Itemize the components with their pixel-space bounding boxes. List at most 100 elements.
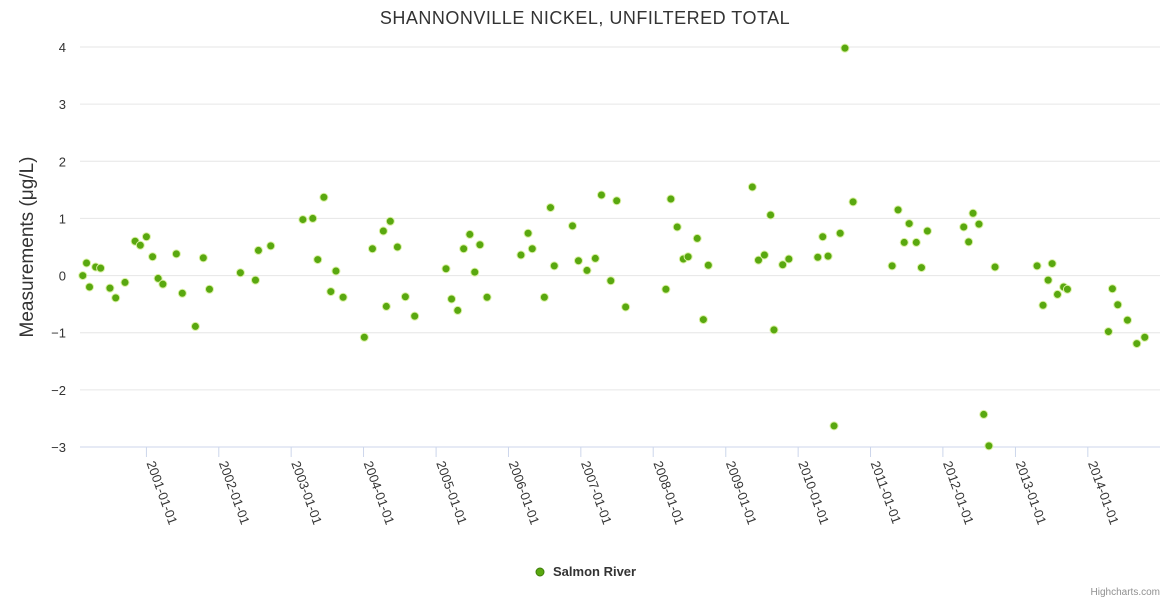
data-point[interactable] (410, 311, 420, 321)
data-point[interactable] (153, 273, 163, 283)
data-point[interactable] (177, 288, 187, 298)
data-point[interactable] (582, 265, 592, 275)
data-point[interactable] (459, 244, 469, 254)
data-point[interactable] (984, 441, 994, 451)
data-point[interactable] (1043, 275, 1053, 285)
data-point[interactable] (606, 276, 616, 286)
data-point[interactable] (204, 284, 214, 294)
data-point[interactable] (590, 253, 600, 263)
data-point[interactable] (573, 256, 583, 266)
data-point[interactable] (747, 182, 757, 192)
data-point[interactable] (470, 267, 480, 277)
data-point[interactable] (549, 261, 559, 271)
data-point[interactable] (848, 197, 858, 207)
data-point[interactable] (190, 321, 200, 331)
legend-item-salmon-river[interactable]: Salmon River (553, 564, 636, 579)
data-point[interactable] (135, 240, 145, 250)
data-point[interactable] (378, 226, 388, 236)
data-point[interactable] (1052, 289, 1062, 299)
data-point[interactable] (778, 260, 788, 270)
data-point[interactable] (753, 255, 763, 265)
data-point[interactable] (916, 263, 926, 273)
data-point[interactable] (990, 262, 1000, 272)
data-point[interactable] (818, 232, 828, 242)
data-point[interactable] (120, 277, 130, 287)
data-point[interactable] (148, 252, 158, 262)
data-point[interactable] (893, 205, 903, 215)
data-point[interactable] (482, 292, 492, 302)
data-point[interactable] (621, 302, 631, 312)
data-point[interactable] (766, 210, 776, 220)
data-point[interactable] (840, 43, 850, 53)
data-point[interactable] (85, 282, 95, 292)
data-point[interactable] (298, 215, 308, 225)
data-point[interactable] (964, 237, 974, 247)
data-point[interactable] (692, 233, 702, 243)
data-point[interactable] (661, 284, 671, 294)
data-point[interactable] (612, 196, 622, 206)
data-point[interactable] (769, 325, 779, 335)
data-point[interactable] (539, 292, 549, 302)
legend[interactable]: Salmon River (535, 564, 636, 579)
data-point[interactable] (1132, 339, 1142, 349)
data-point[interactable] (338, 292, 348, 302)
data-point[interactable] (359, 332, 369, 342)
data-point[interactable] (1122, 315, 1132, 325)
data-point[interactable] (968, 208, 978, 218)
data-point[interactable] (381, 301, 391, 311)
data-point[interactable] (899, 237, 909, 247)
data-point[interactable] (829, 421, 839, 431)
data-point[interactable] (385, 216, 395, 226)
data-point[interactable] (835, 228, 845, 238)
data-point[interactable] (78, 271, 88, 281)
data-point[interactable] (326, 287, 336, 297)
data-point[interactable] (475, 240, 485, 250)
data-point[interactable] (1038, 300, 1048, 310)
data-point[interactable] (1107, 284, 1117, 294)
data-point[interactable] (666, 194, 676, 204)
data-point[interactable] (523, 228, 533, 238)
credits-link[interactable]: Highcharts.com (1091, 587, 1160, 598)
data-point[interactable] (111, 293, 121, 303)
data-point[interactable] (823, 251, 833, 261)
data-point[interactable] (266, 241, 276, 251)
data-point[interactable] (1140, 332, 1150, 342)
data-point[interactable] (198, 253, 208, 263)
data-point[interactable] (527, 244, 537, 254)
data-point[interactable] (698, 315, 708, 325)
legend-marker[interactable] (535, 567, 545, 577)
data-point[interactable] (959, 222, 969, 232)
data-point[interactable] (904, 219, 914, 229)
data-point[interactable] (759, 250, 769, 260)
data-point[interactable] (447, 294, 457, 304)
data-point[interactable] (784, 254, 794, 264)
data-point[interactable] (465, 229, 475, 239)
data-point[interactable] (1113, 300, 1123, 310)
data-point[interactable] (158, 279, 168, 289)
data-point[interactable] (974, 219, 984, 229)
data-point[interactable] (331, 266, 341, 276)
data-point[interactable] (703, 260, 713, 270)
data-point[interactable] (911, 237, 921, 247)
data-point[interactable] (105, 283, 115, 293)
data-point[interactable] (96, 263, 106, 273)
data-point[interactable] (1062, 284, 1072, 294)
data-point[interactable] (441, 264, 451, 274)
data-point[interactable] (546, 203, 556, 213)
data-point[interactable] (367, 244, 377, 254)
data-point[interactable] (1103, 327, 1113, 337)
data-point[interactable] (672, 222, 682, 232)
data-point[interactable] (392, 242, 402, 252)
data-point[interactable] (319, 192, 329, 202)
data-point[interactable] (813, 252, 823, 262)
data-point[interactable] (596, 190, 606, 200)
data-point[interactable] (250, 275, 260, 285)
data-point[interactable] (171, 249, 181, 259)
data-point[interactable] (235, 268, 245, 278)
data-point[interactable] (568, 221, 578, 231)
data-point[interactable] (82, 258, 92, 268)
data-point[interactable] (400, 292, 410, 302)
data-point[interactable] (979, 409, 989, 419)
data-point[interactable] (516, 250, 526, 260)
data-point[interactable] (922, 226, 932, 236)
